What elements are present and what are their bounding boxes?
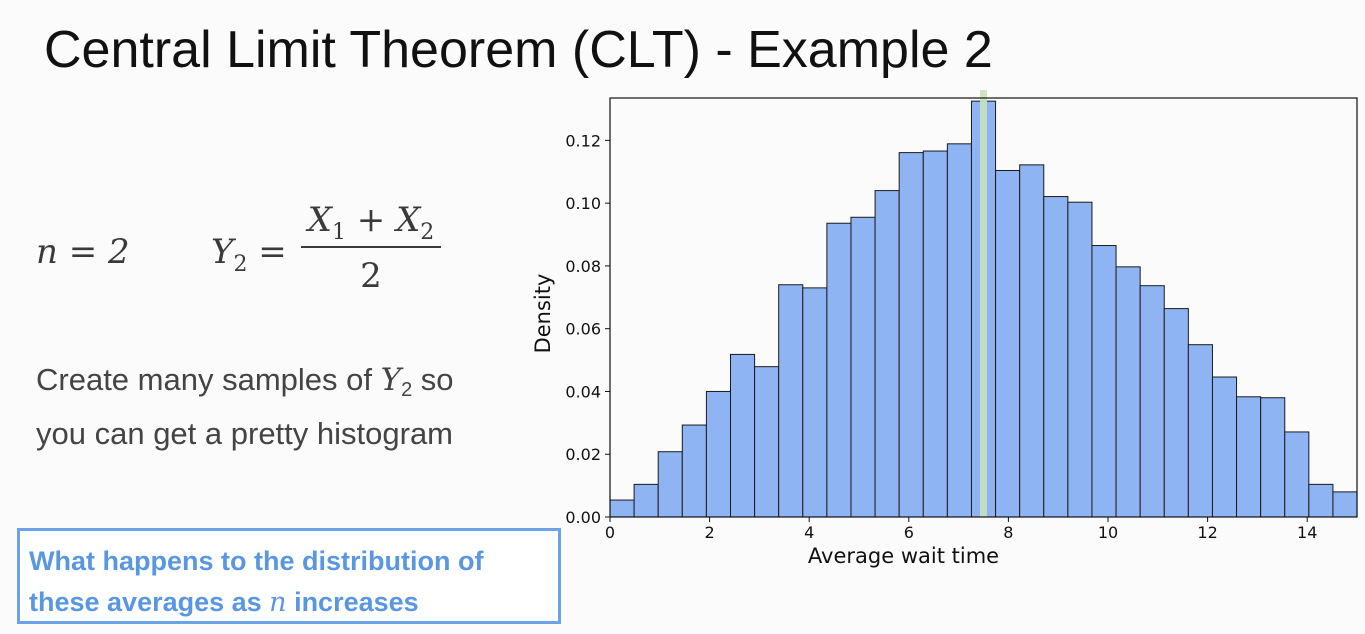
description-text: Create many samples of Y2 so you can get… <box>36 358 526 456</box>
formula-fraction: X1 + X2 2 <box>301 196 441 298</box>
formula-x2-subscript: 2 <box>420 220 435 245</box>
histogram-bar <box>1091 245 1117 518</box>
y-tick-label: 0.00 <box>565 508 601 527</box>
formula-x1-subscript: 1 <box>331 220 346 245</box>
description-line1-prefix: Create many samples of <box>36 362 381 397</box>
y-axis-label: Density <box>531 274 555 354</box>
x-tick-label: 14 <box>1297 523 1317 542</box>
formula-x1-symbol: X <box>307 200 332 240</box>
histogram-bar <box>1211 376 1238 518</box>
histogram-bar <box>946 143 972 518</box>
y-tick-label: 0.04 <box>565 382 601 401</box>
x-tick-label: 0 <box>605 523 615 542</box>
x-tick-label: 4 <box>804 523 814 542</box>
formula: n = 2 Y2 = X1 + X2 2 <box>36 196 506 306</box>
histogram-bar <box>657 451 683 518</box>
histogram-bar <box>898 152 924 518</box>
formula-equals: = <box>258 232 287 272</box>
description-var-subscript: 2 <box>401 379 413 401</box>
slide-title: Central Limit Theorem (CLT) - Example 2 <box>44 21 993 79</box>
x-tick-label: 6 <box>904 523 914 542</box>
y-tick-label: 0.08 <box>565 257 601 276</box>
y-axis-ticks: 0.00 0.02 0.04 0.06 0.08 0.10 0.12 <box>565 131 610 527</box>
histogram-bar <box>1043 196 1069 518</box>
x-axis-label: Average wait time <box>808 544 999 568</box>
formula-denominator: 2 <box>360 256 382 296</box>
formula-y-lhs: Y2 = <box>211 232 287 277</box>
histogram-bar <box>1019 164 1045 518</box>
bars-layer <box>609 100 1358 518</box>
histogram-bar <box>1067 201 1093 518</box>
histogram-bar <box>1139 285 1165 518</box>
histogram-bar <box>778 284 804 518</box>
callout-line2-suffix: increases <box>286 587 419 617</box>
y-tick-label: 0.06 <box>565 320 601 339</box>
y-tick-label: 0.10 <box>565 194 601 213</box>
description-line2: you can get a pretty histogram <box>36 416 454 451</box>
plot-frame <box>609 97 1358 518</box>
histogram-bar <box>874 190 900 518</box>
callout-line2-prefix: these averages as <box>29 587 270 617</box>
histogram-bar <box>681 424 707 518</box>
histogram-bar <box>754 366 780 518</box>
histogram-bar <box>1236 396 1262 518</box>
x-tick-label: 2 <box>705 523 715 542</box>
histogram-chart: 0 2 4 6 8 10 12 14 0.00 0.02 0.04 0.06 0.08 0.10 0.12… <box>528 90 1365 580</box>
callout-var: n <box>269 587 287 618</box>
formula-plus: + <box>356 200 386 240</box>
histogram-bar <box>850 216 876 518</box>
question-callout: What happens to the distribution of thes… <box>17 528 561 624</box>
histogram-bar <box>609 499 635 518</box>
histogram-svg: 0 2 4 6 8 10 12 14 0.00 0.02 0.04 0.06 0.08 0.10 0.12… <box>531 90 1358 568</box>
histogram-bar <box>1308 483 1334 518</box>
histogram-bar <box>826 222 852 518</box>
formula-y-subscript: 2 <box>233 252 248 277</box>
description-line1-suffix: so <box>412 362 454 397</box>
y-tick-label: 0.02 <box>565 445 601 464</box>
x-tick-label: 10 <box>1098 523 1118 542</box>
histogram-bar <box>1332 491 1358 518</box>
y-tick-label: 0.12 <box>565 131 601 150</box>
description-var-symbol: Y <box>380 362 402 398</box>
histogram-bar <box>633 483 659 518</box>
histogram-bar <box>1260 397 1286 518</box>
histogram-bar <box>995 170 1021 518</box>
histogram-bar <box>922 150 948 518</box>
callout-line1: What happens to the distribution of <box>29 546 484 576</box>
x-tick-label: 12 <box>1197 523 1217 542</box>
histogram-bar <box>1163 308 1189 518</box>
formula-n-definition: n = 2 <box>36 232 130 272</box>
formula-fraction-bar <box>301 246 441 248</box>
histogram-bar <box>705 390 731 518</box>
formula-numerator: X1 + X2 <box>301 196 441 245</box>
formula-y-symbol: Y <box>211 232 234 272</box>
x-tick-label: 8 <box>1003 523 1013 542</box>
histogram-bar <box>729 353 756 518</box>
histogram-bar <box>802 287 828 518</box>
formula-x2-symbol: X <box>396 200 421 240</box>
histogram-bar <box>1284 431 1310 518</box>
histogram-bar <box>1187 344 1213 518</box>
x-axis-ticks: 0 2 4 6 8 10 12 14 <box>605 517 1317 542</box>
histogram-bar <box>1115 266 1141 518</box>
